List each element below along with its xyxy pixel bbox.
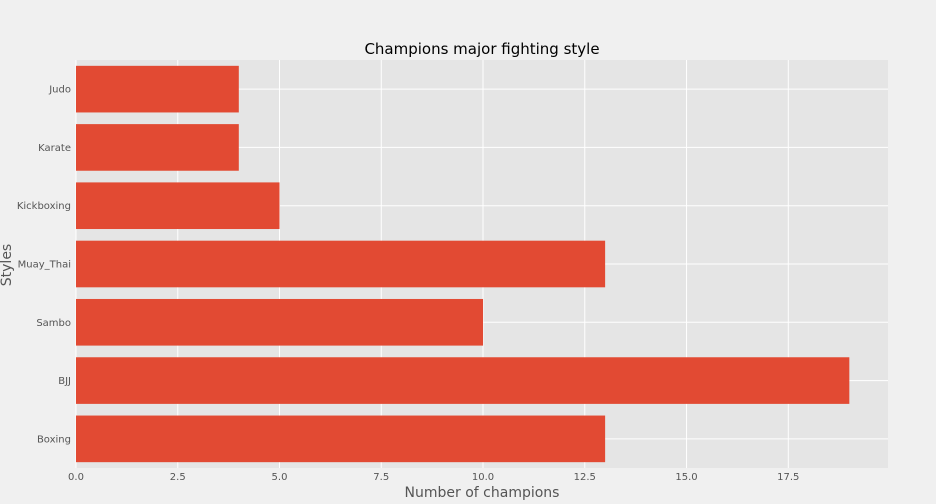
x-tick-label: 17.5 (777, 472, 799, 483)
y-tick-label: Muay_Thai (18, 260, 71, 271)
bar-boxing (76, 415, 606, 463)
x-tick-label: 2.5 (170, 472, 186, 483)
x-axis-label: Number of champions (405, 485, 560, 501)
bars (76, 65, 850, 463)
y-tick-labels: Boxing BJJ Sambo Muay_Thai Kickboxing Karate J… (17, 85, 71, 446)
y-tick-label: Karate (38, 143, 71, 154)
bar-muay-thai (76, 240, 606, 288)
x-tick-label: 10.0 (472, 472, 494, 483)
y-axis-label: Styles (0, 244, 15, 286)
y-tick-label: Sambo (36, 318, 71, 329)
bar-karate (76, 124, 239, 171)
bar-sambo (76, 298, 484, 346)
y-tick-label: Judo (48, 85, 71, 96)
x-tick-label: 0.0 (68, 472, 84, 483)
x-tick-label: 7.5 (373, 472, 389, 483)
x-tick-label: 12.5 (574, 472, 596, 483)
y-tick-label: BJJ (58, 376, 71, 387)
x-tick-label: 5.0 (272, 472, 288, 483)
y-tick-label: Kickboxing (17, 201, 71, 212)
x-tick-label: 15.0 (675, 472, 697, 483)
chart-title: Champions major fighting style (364, 40, 599, 58)
bar-kickboxing (76, 182, 280, 230)
bar-judo (76, 65, 239, 113)
x-tick-labels: 0.0 2.5 5.0 7.5 10.0 12.5 15.0 17.5 (68, 472, 799, 483)
y-tick-label: Boxing (37, 434, 71, 445)
bar-bjj (76, 357, 850, 404)
